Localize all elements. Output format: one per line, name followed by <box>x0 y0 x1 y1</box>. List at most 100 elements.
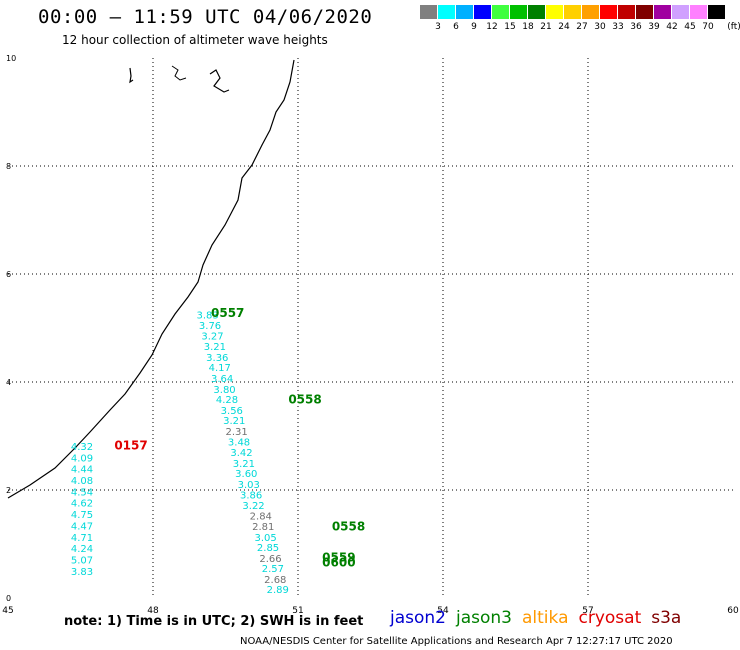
pass-time-label: 0157 <box>114 439 147 453</box>
pass-time-label: 0559 <box>322 550 355 564</box>
swh-value: 4.54 <box>71 487 93 498</box>
legend-item-altika: altika <box>522 608 569 628</box>
colorbar-swatch <box>456 5 474 19</box>
colorbar-swatch <box>582 5 600 19</box>
swh-value: 3.22 <box>242 501 264 512</box>
colorbar-label: 70 <box>702 22 714 32</box>
legend-item-s3a: s3a <box>651 608 682 628</box>
swh-value: 3.76 <box>199 321 221 332</box>
swh-value: 3.86 <box>240 491 262 502</box>
colorbar-label: 15 <box>504 22 516 32</box>
swh-value: 3.03 <box>238 480 260 491</box>
y-tick-label: 6 <box>6 270 11 279</box>
swh-value: 3.48 <box>228 438 250 449</box>
x-tick-label: 54 <box>437 606 449 616</box>
colorbar-swatch <box>690 5 708 19</box>
swh-value: 3.36 <box>206 353 228 364</box>
y-tick-label: 10 <box>6 54 16 63</box>
swh-value: 3.83 <box>71 567 93 578</box>
swh-value: 2.66 <box>259 554 281 565</box>
colorbar-label: 30 <box>594 22 606 32</box>
swh-value: 4.08 <box>71 476 93 487</box>
legend-item-jason2: jason2 <box>390 608 446 628</box>
colorbar-swatch <box>618 5 636 19</box>
pass-time-label: 0558 <box>288 393 321 407</box>
swh-value: 3.60 <box>235 469 257 480</box>
y-tick-label: 4 <box>6 378 11 387</box>
x-tick-label: 48 <box>147 606 159 616</box>
island-outline <box>171 65 187 81</box>
map-title: 00:00 – 11:59 UTC 04/06/2020 <box>38 6 373 28</box>
colorbar-swatch <box>546 5 564 19</box>
swh-value: 3.21 <box>223 416 245 427</box>
swh-value: 3.42 <box>230 448 252 459</box>
swh-value: 2.84 <box>250 512 272 523</box>
coastline <box>7 59 295 499</box>
colorbar-label: 6 <box>453 22 459 32</box>
swh-value: 4.32 <box>71 442 93 453</box>
y-tick-label: 8 <box>6 162 11 171</box>
swh-value: 4.62 <box>71 499 93 510</box>
swh-value: 4.71 <box>71 533 93 544</box>
pass-time-label: 0600 <box>322 556 355 570</box>
pass-time-label: 0557 <box>211 306 244 320</box>
colorbar-label: 18 <box>522 22 534 32</box>
colorbar-swatch <box>564 5 582 19</box>
swh-value: 3.56 <box>221 406 243 417</box>
colorbar-label: 12 <box>486 22 498 32</box>
x-tick-label: 60 <box>727 606 739 616</box>
colorbar-swatch <box>474 5 492 19</box>
swh-value: 3.21 <box>204 342 226 353</box>
swh-value: 3.21 <box>233 459 255 470</box>
colorbar-label: 27 <box>576 22 588 32</box>
y-tick-label: 0 <box>6 594 11 603</box>
swh-value: 2.89 <box>267 585 289 596</box>
colorbar-swatch <box>492 5 510 19</box>
swh-value: 4.09 <box>71 453 93 464</box>
swh-value: 2.68 <box>264 575 286 586</box>
swh-value: 5.07 <box>71 555 93 566</box>
satellite-legend: jason2 jason3 altika cryosat s3a <box>390 608 691 628</box>
swh-value: 2.57 <box>262 564 284 575</box>
x-tick-label: 51 <box>292 606 303 616</box>
x-tick-label: 45 <box>2 606 13 616</box>
island-outline <box>209 69 230 93</box>
island-outline <box>129 67 134 84</box>
x-tick-label: 57 <box>582 606 593 616</box>
swh-value: 4.75 <box>71 510 93 521</box>
swh-value: 4.24 <box>71 544 93 555</box>
swh-value: 3.27 <box>201 331 223 342</box>
colorbar-label: 39 <box>648 22 660 32</box>
colorbar-label: 3 <box>435 22 441 32</box>
swh-value: 2.85 <box>257 543 279 554</box>
swh-value: 4.17 <box>209 363 231 374</box>
colorbar-label: 9 <box>471 22 477 32</box>
colorbar-labels: 3 6 9 12 15 18 21 24 27 30 33 36 39 42 45 70 (ft) <box>420 22 740 34</box>
colorbar-swatch <box>528 5 546 19</box>
colorbar-unit: (ft) <box>727 22 740 32</box>
swh-value: 2.81 <box>252 522 274 533</box>
swh-value: 2.31 <box>226 427 248 438</box>
colorbar-swatch <box>636 5 654 19</box>
colorbar-swatch <box>600 5 618 19</box>
colorbar-label: 33 <box>612 22 624 32</box>
legend-item-jason3: jason3 <box>456 608 512 628</box>
colorbar-swatch <box>510 5 528 19</box>
colorbar-label: 36 <box>630 22 642 32</box>
colorbar-label: 21 <box>540 22 552 32</box>
colorbar-swatch <box>654 5 672 19</box>
colorbar-label: 42 <box>666 22 678 32</box>
legend-item-cryosat: cryosat <box>578 608 642 628</box>
swh-value: 3.80 <box>213 385 235 396</box>
colorbar-swatch <box>420 5 438 19</box>
credit-line: NOAA/NESDIS Center for Satellite Applica… <box>240 636 673 647</box>
swh-value: 4.28 <box>216 395 238 406</box>
pass-time-label: 0558 <box>332 520 365 534</box>
footer-note: note: 1) Time is in UTC; 2) SWH is in fe… <box>64 614 364 629</box>
y-tick-label: 2 <box>6 486 11 495</box>
swh-value: 4.47 <box>71 521 93 532</box>
swh-value: 3.05 <box>255 533 277 544</box>
colorbar-swatch <box>708 5 726 19</box>
colorbar-swatch <box>438 5 456 19</box>
